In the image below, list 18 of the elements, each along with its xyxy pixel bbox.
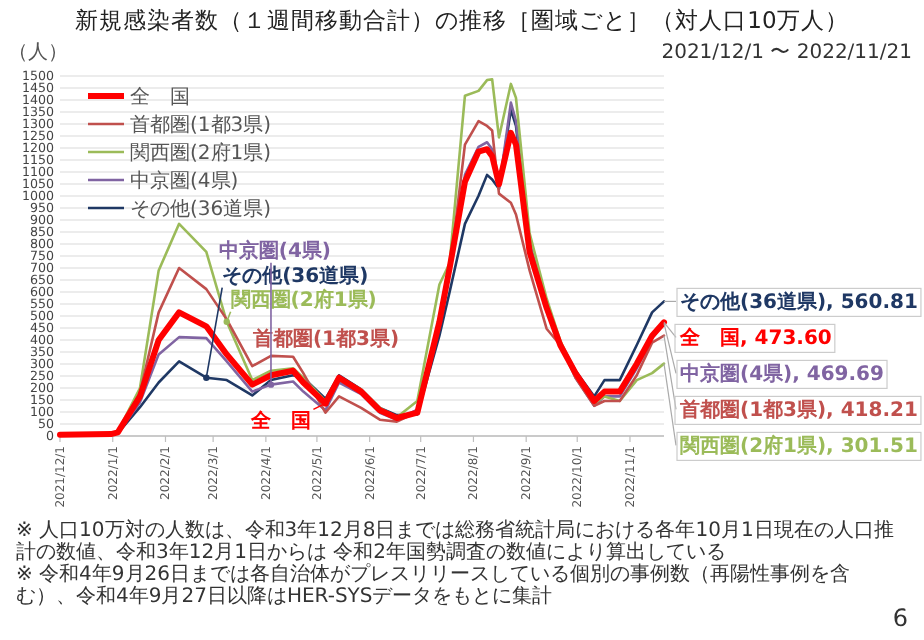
annotation: 中京圏(4県), 469.69 xyxy=(680,362,885,387)
text: ※ 人口10万対の人数は、令和3年12月8日までは総務省統計局における各年10月1日現在の人口推計の数値、令和3年12月1日からは 令和2年国勢調査の数値により算出している xyxy=(16,520,896,564)
legend-label: 中京圏(4県) xyxy=(130,169,239,193)
annotation: その他(36道県), 560.81 xyxy=(680,290,918,315)
y-axis-title: （人） xyxy=(8,42,68,64)
legend-label: 関西圏(2府1県) xyxy=(130,141,272,165)
text: 6 xyxy=(890,604,908,632)
text: ※ 令和4年9月26日までは各自治体がプレスリリースしている個別の事例数（再陽性事例を含む）、令和4年9月27日以降はHER-SYSデータをもとに集計 xyxy=(16,564,851,608)
legend-label: その他(36道県) xyxy=(130,197,272,221)
text: 2021/12/1 〜 2022/11/21 xyxy=(661,42,912,64)
legend-label: 首都圏(1都3県) xyxy=(130,113,272,137)
annotation: 全 国 xyxy=(249,409,312,434)
annotation: 関西圏(2府1県), 301.51 xyxy=(680,434,918,459)
chart-title: 新規感染者数（１週間移動合計）の推移［圏域ごと］（対人口10万人） xyxy=(75,6,849,34)
legend-label: 全 国 xyxy=(130,85,190,109)
annotation: 全 国, 473.60 xyxy=(678,326,832,351)
annotation: 中京圏(4県) xyxy=(218,238,331,263)
annotation: 首都圏(1都3県), 418.21 xyxy=(678,398,918,423)
